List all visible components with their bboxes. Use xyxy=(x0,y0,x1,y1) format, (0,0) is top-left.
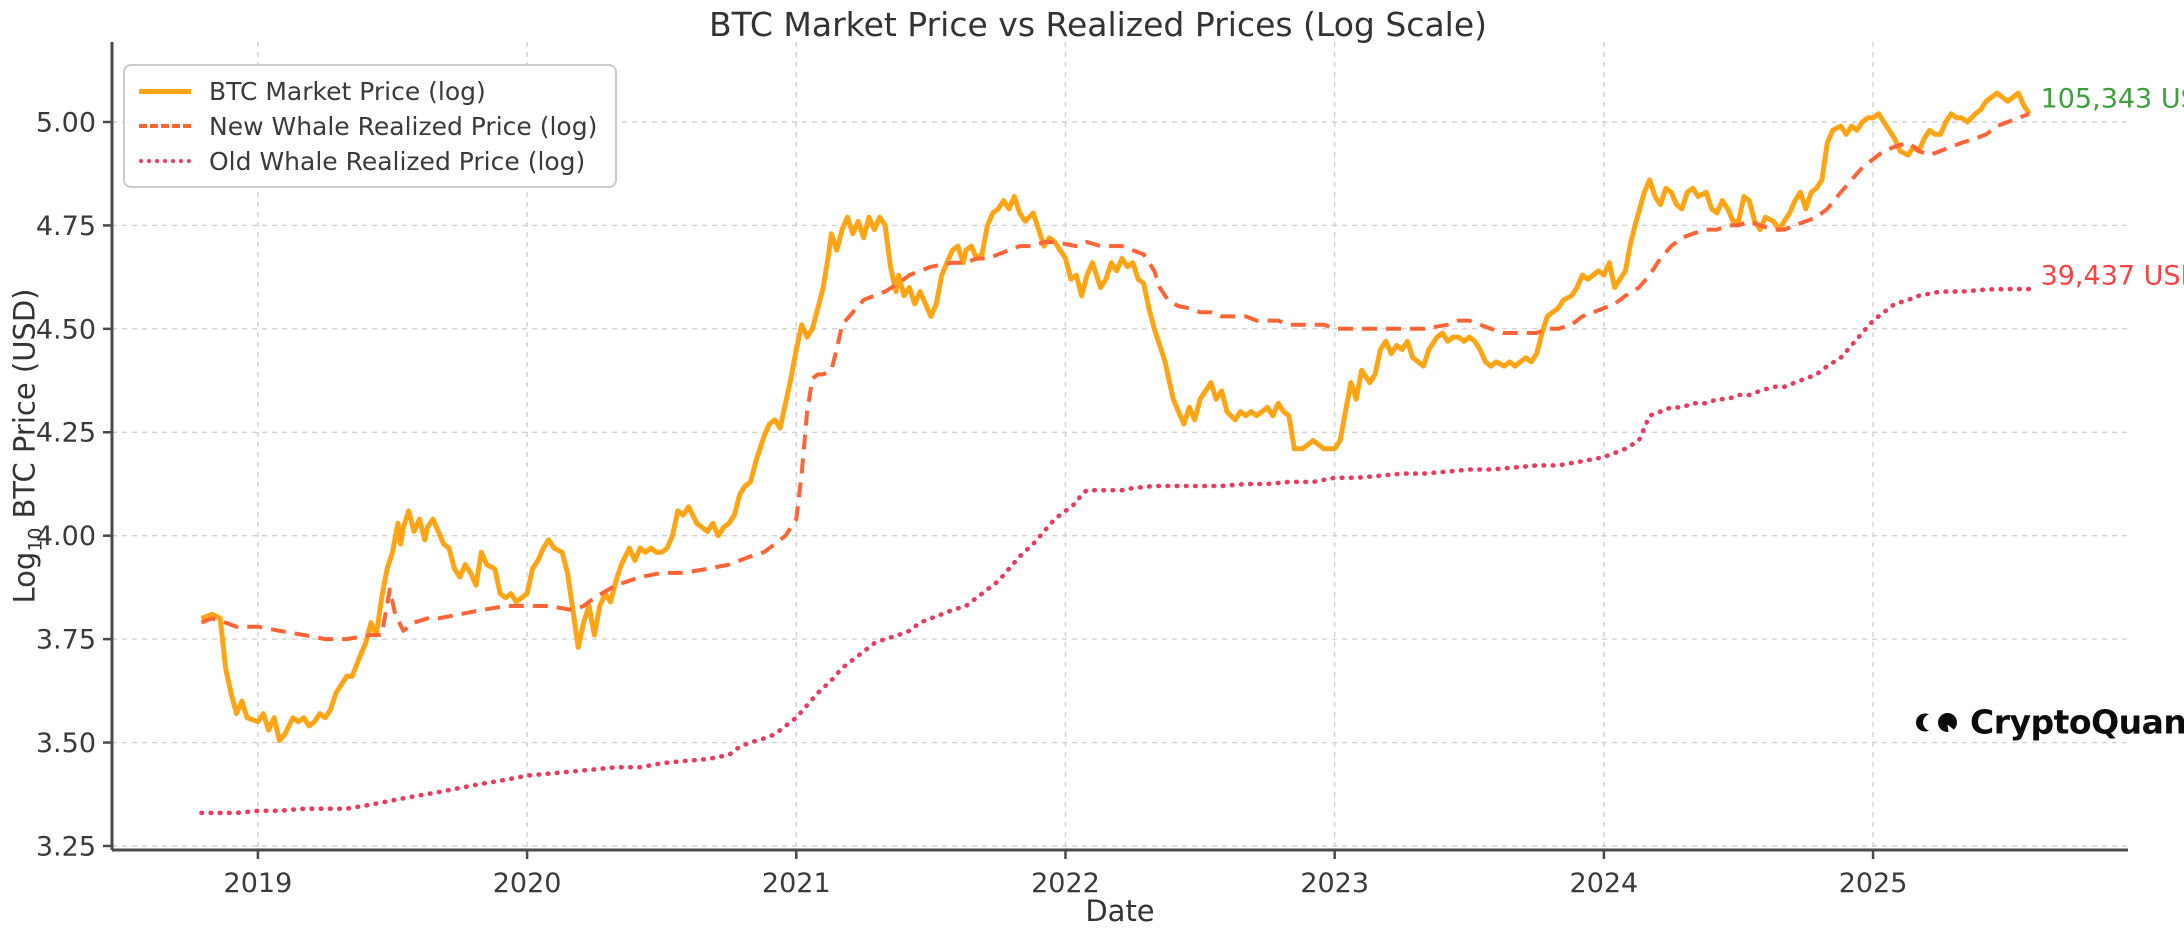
legend-item-market: BTC Market Price (log) xyxy=(139,75,597,107)
y-tick-label: 4.25 xyxy=(36,418,96,449)
series-1 xyxy=(200,111,2030,642)
y-tick-label: 3.75 xyxy=(36,625,96,656)
legend-sample-solid-line-icon xyxy=(139,88,191,94)
cryptoquant-logo-text: CryptoQuant xyxy=(1970,702,2184,742)
legend: BTC Market Price (log) New Whale Realize… xyxy=(123,64,618,188)
legend-label: BTC Market Price (log) xyxy=(209,76,486,106)
cryptoquant-logo-icon xyxy=(1916,712,1958,735)
legend-sample-dotted-line-icon xyxy=(139,159,191,163)
y-tick-label: 3.25 xyxy=(36,831,96,862)
legend-item-new-whale: New Whale Realized Price (log) xyxy=(139,110,597,142)
legend-label: New Whale Realized Price (log) xyxy=(209,111,598,141)
x-tick-label: 2024 xyxy=(1570,868,1639,899)
x-tick-label: 2023 xyxy=(1300,868,1369,899)
y-tick-label: 4.00 xyxy=(36,521,96,552)
series-0 xyxy=(200,90,2032,743)
x-axis-label: Date xyxy=(1085,894,1155,928)
x-tick-label: 2019 xyxy=(224,868,293,899)
cryptoquant-watermark: CryptoQuant xyxy=(1916,703,2184,742)
y-tick-label: 3.50 xyxy=(36,728,96,759)
y-tick-label: 4.75 xyxy=(36,211,96,242)
legend-label: Old Whale Realized Price (log) xyxy=(209,146,586,176)
annotation-old-whale-price-value: 39,437 USD xyxy=(2040,260,2184,292)
axis-ticks xyxy=(103,120,1875,859)
x-tick-label: 2025 xyxy=(1839,868,1908,899)
x-tick-label: 2020 xyxy=(493,868,562,899)
chart-title: BTC Market Price vs Realized Prices (Log… xyxy=(708,5,1488,44)
axis-tick-labels: 3.25 3.50 3.75 4.00 4.25 4.50 4.75 5.00 2019 2020… xyxy=(36,107,1908,899)
annotation-market-price-value: 105,343 USD xyxy=(2040,83,2184,115)
legend-sample-dashed-line-icon xyxy=(139,124,191,128)
y-tick-label: 5.00 xyxy=(36,107,96,138)
x-tick-label: 2021 xyxy=(762,868,831,899)
spines xyxy=(110,42,2128,852)
y-tick-label: 4.50 xyxy=(36,314,96,345)
series-2 xyxy=(199,286,2032,816)
legend-item-old-whale: Old Whale Realized Price (log) xyxy=(139,145,597,177)
x-tick-label: 2022 xyxy=(1031,868,1100,899)
